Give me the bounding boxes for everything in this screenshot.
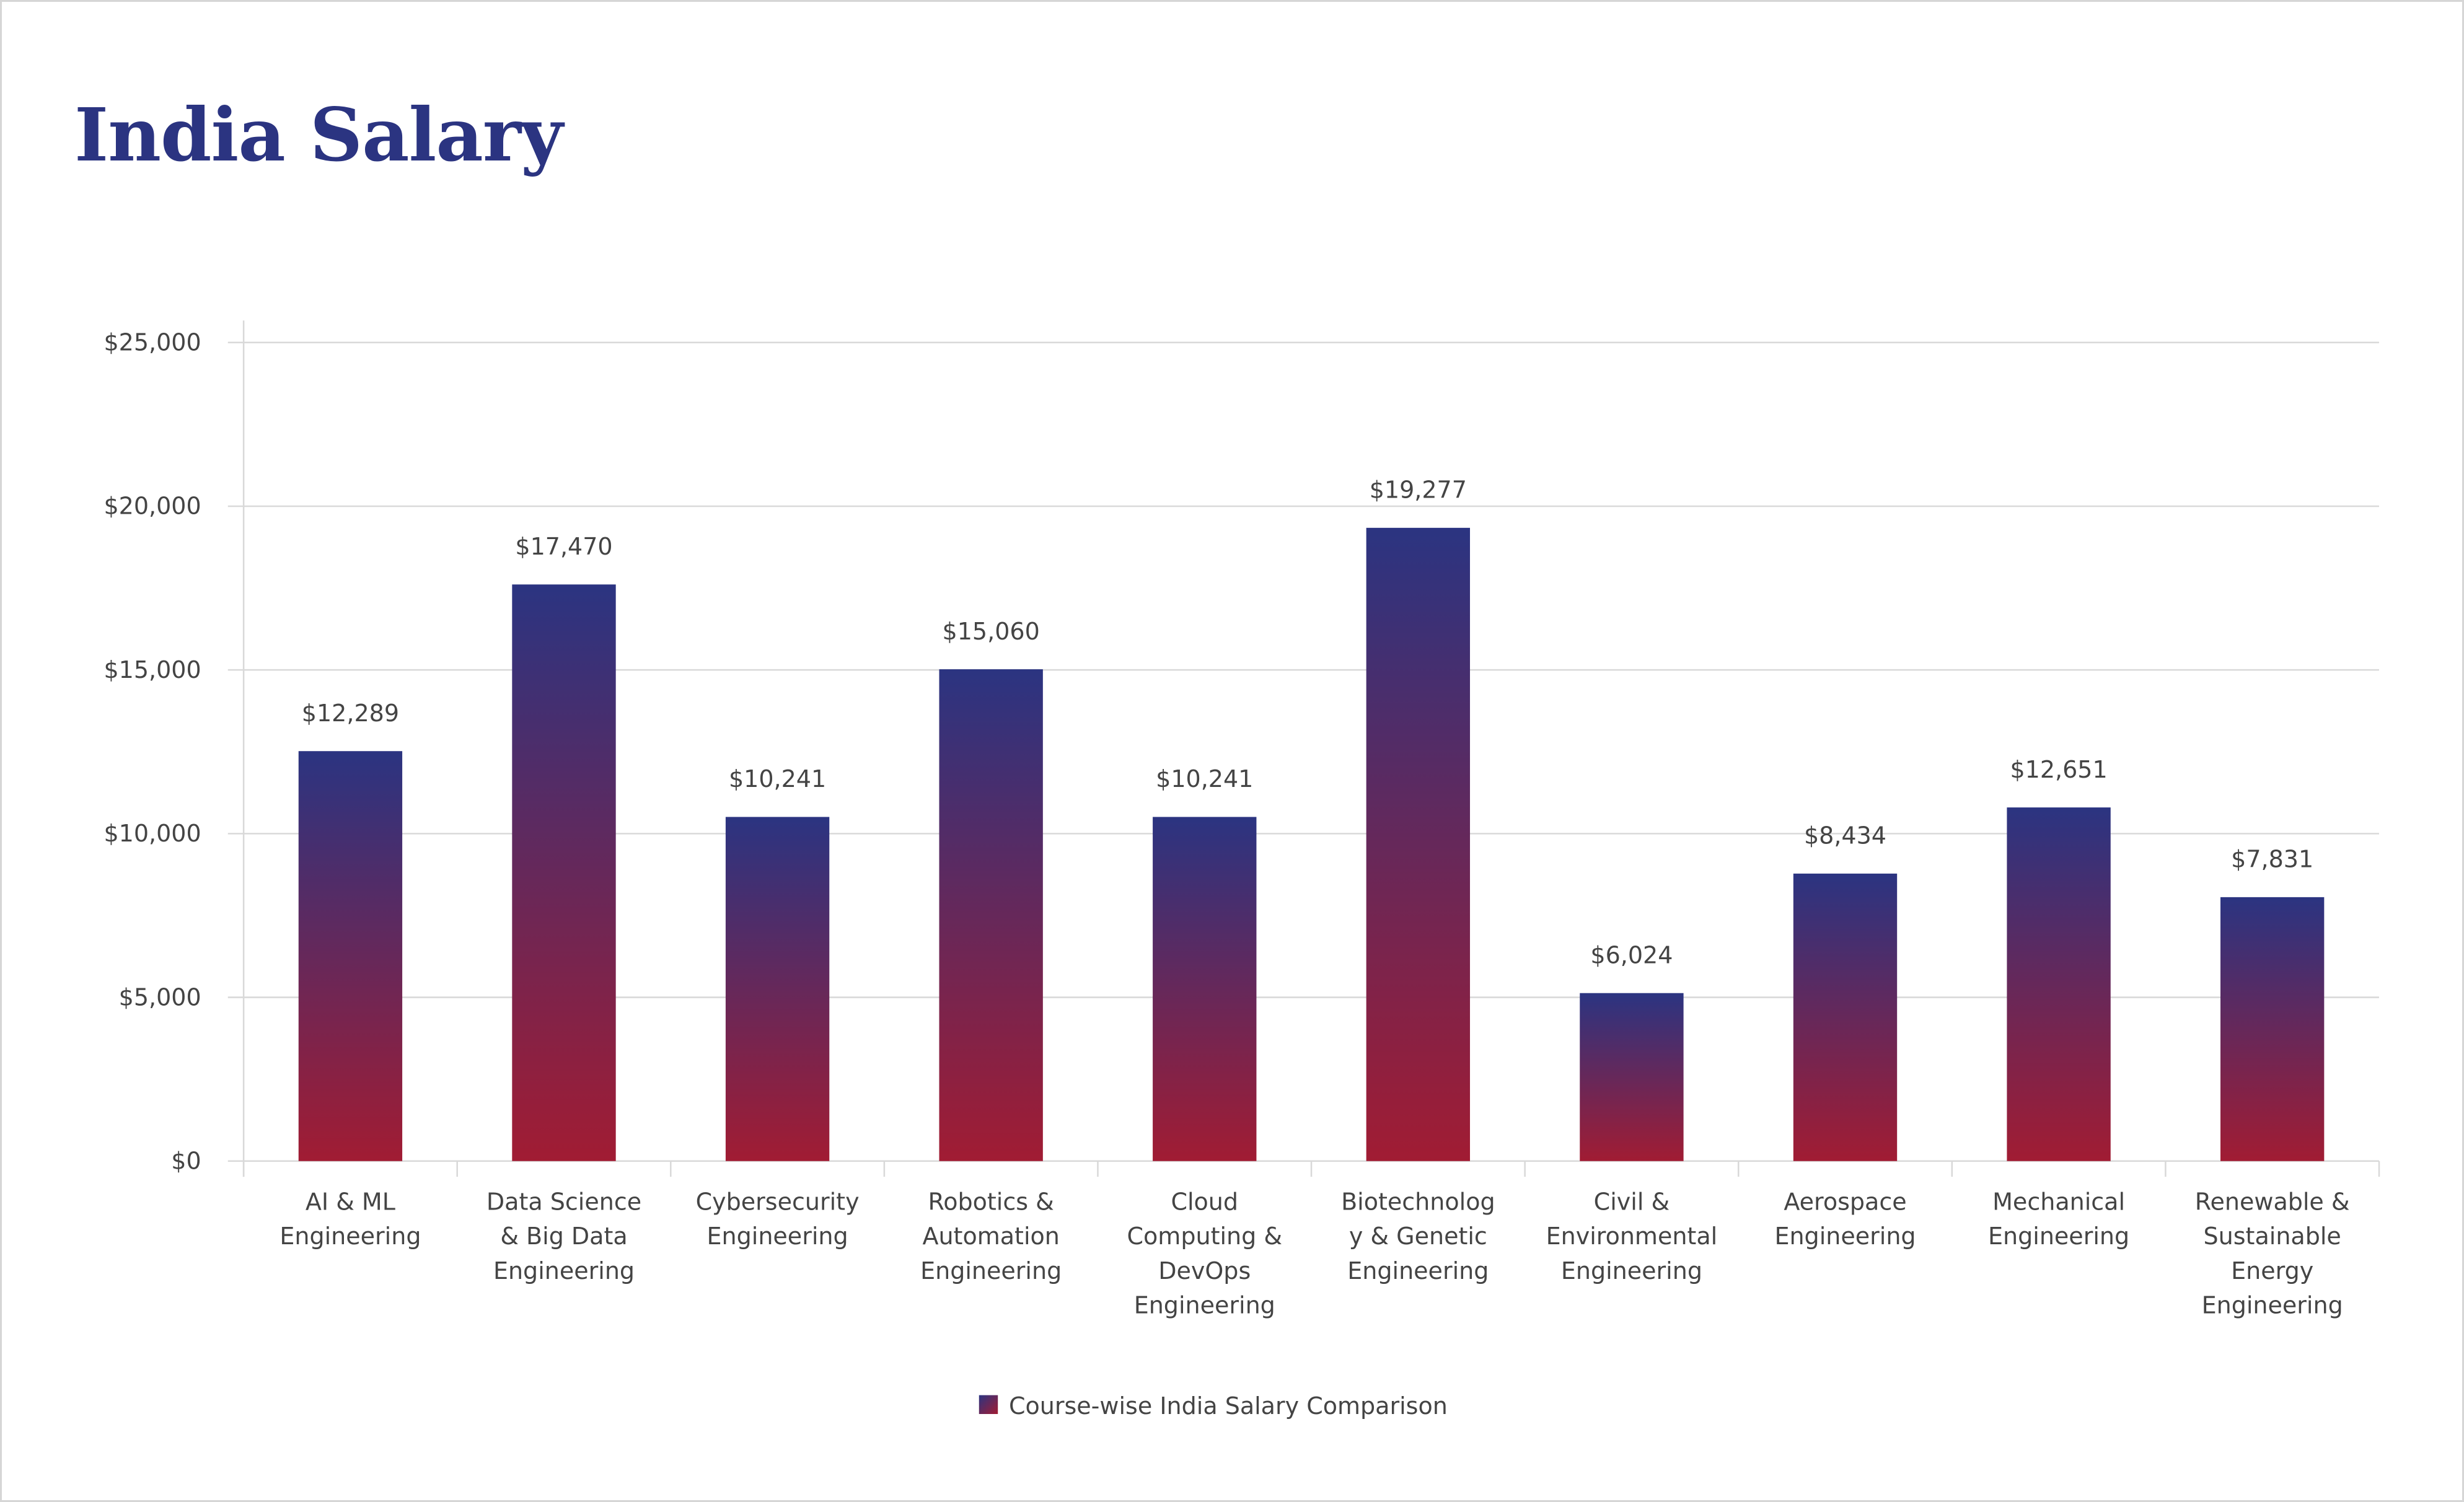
bar [1366, 527, 1471, 1161]
bar [1153, 817, 1257, 1161]
bar [1793, 873, 1898, 1161]
data-label: $7,831 [2231, 846, 2313, 873]
data-label: $6,024 [1590, 942, 1673, 969]
x-tick-label: Aerospace Engineering [1774, 1188, 1916, 1250]
bar [939, 669, 1043, 1161]
x-tick-label: Civil & Environmental Engineering [1546, 1188, 1718, 1285]
x-tick-label: Cybersecurity Engineering [696, 1188, 860, 1250]
y-tick-label: $25,000 [103, 328, 201, 356]
y-tick-label: $0 [171, 1147, 201, 1174]
data-label: $17,470 [515, 533, 612, 560]
labels: $0 $5,000 $10,000 $15,000 $20,000 $25,000 $12,… [103, 328, 2349, 1319]
legend-swatch [979, 1395, 998, 1415]
y-tick-label: $5,000 [119, 983, 201, 1011]
legend: Course-wise India Salary Comparison [979, 1392, 1448, 1420]
y-tick-label: $10,000 [103, 820, 201, 847]
data-label: $10,241 [729, 765, 826, 793]
data-label: $12,289 [302, 700, 399, 727]
bars [298, 527, 2325, 1161]
data-label: $12,651 [2010, 756, 2107, 783]
x-tick-label: Renewable & Sustainable Energy Engineering [2195, 1188, 2350, 1319]
bar [2007, 807, 2111, 1161]
y-tick-label: $15,000 [103, 656, 201, 683]
data-label: $8,434 [1804, 822, 1886, 850]
bar [1580, 993, 1684, 1161]
x-tick-label: Mechanical Engineering [1988, 1188, 2129, 1250]
bar [298, 751, 403, 1161]
data-label: $19,277 [1370, 477, 1467, 504]
data-label: $15,060 [943, 618, 1040, 645]
page-title: India Salary [74, 92, 563, 178]
x-tick-label: Data Science & Big Data Engineering [486, 1188, 641, 1285]
x-tick-label: Cloud Computing & DevOps Engineering [1127, 1188, 1282, 1319]
bar [2220, 897, 2325, 1161]
x-tick-label: Robotics & Automation Engineering [920, 1188, 1062, 1285]
bar [725, 817, 830, 1161]
y-tick-label: $20,000 [103, 493, 201, 520]
x-tick-label: Biotechnolog y & Genetic Engineering [1341, 1188, 1495, 1285]
x-tick-label: AI & ML Engineering [279, 1188, 421, 1250]
bar [512, 584, 616, 1161]
legend-label: Course-wise India Salary Comparison [1009, 1392, 1448, 1420]
data-label: $10,241 [1156, 765, 1253, 793]
